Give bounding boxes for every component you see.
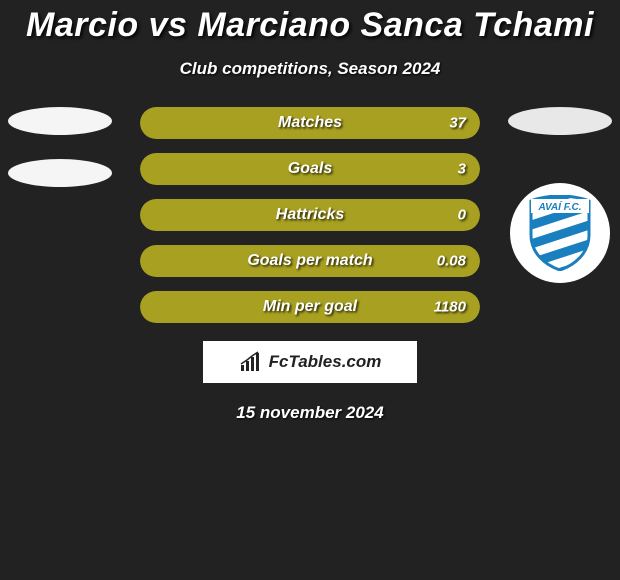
bar-label: Goals — [288, 160, 332, 178]
comparison-panel: AVAÍ F.C. Matches 37 Goals 3 Hattricks 0… — [0, 107, 620, 423]
bar-value: 37 — [449, 115, 466, 132]
bar-label: Min per goal — [263, 298, 357, 316]
brand-box: FcTables.com — [203, 341, 417, 383]
svg-text:AVAÍ F.C.: AVAÍ F.C. — [538, 200, 582, 213]
brand-text: FcTables.com — [269, 352, 382, 372]
left-badge-column — [8, 107, 112, 211]
date-text: 15 november 2024 — [0, 403, 620, 423]
left-oval-2 — [8, 159, 112, 187]
right-badge-column: AVAÍ F.C. — [508, 107, 612, 283]
club-badge: AVAÍ F.C. — [510, 183, 610, 283]
left-oval-1 — [8, 107, 112, 135]
stat-bar-goals: Goals 3 — [140, 153, 480, 185]
bar-value: 0 — [458, 207, 466, 224]
stat-bars: Matches 37 Goals 3 Hattricks 0 Goals per… — [140, 107, 480, 323]
stat-bar-hattricks: Hattricks 0 — [140, 199, 480, 231]
page-title: Marcio vs Marciano Sanca Tchami — [0, 0, 620, 45]
right-oval-1 — [508, 107, 612, 135]
bar-label: Hattricks — [276, 206, 344, 224]
avai-shield-icon: AVAÍ F.C. — [527, 195, 593, 271]
bar-value: 1180 — [434, 299, 466, 316]
subtitle: Club competitions, Season 2024 — [0, 59, 620, 79]
stat-bar-min-per-goal: Min per goal 1180 — [140, 291, 480, 323]
bar-label: Matches — [278, 114, 342, 132]
stat-bar-matches: Matches 37 — [140, 107, 480, 139]
bar-label: Goals per match — [247, 252, 372, 270]
bar-chart-icon — [239, 351, 265, 373]
bar-value: 3 — [458, 161, 466, 178]
stat-bar-goals-per-match: Goals per match 0.08 — [140, 245, 480, 277]
bar-value: 0.08 — [437, 253, 466, 270]
